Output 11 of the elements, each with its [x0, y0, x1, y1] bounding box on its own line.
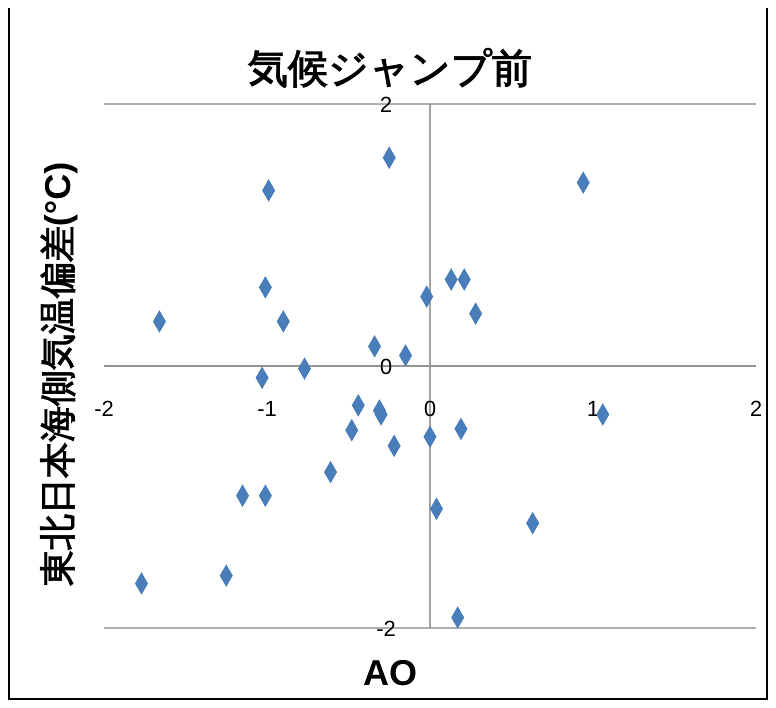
- x-tick-label: -2: [94, 396, 114, 421]
- x-tick-label: -1: [257, 396, 277, 421]
- y-tick-label: 2: [380, 92, 392, 117]
- x-tick-label: 2: [750, 396, 762, 421]
- chart-title: 気候ジャンプ前: [247, 47, 532, 91]
- x-tick-label: 1: [586, 396, 600, 421]
- x-tick-label: 0: [424, 396, 436, 421]
- y-tick-label: 0: [380, 354, 392, 379]
- x-axis-title: AO: [363, 652, 417, 693]
- y-tick-label: -2: [376, 616, 396, 641]
- y-axis-title: 東北日本海側気温偏差(°C): [37, 162, 78, 588]
